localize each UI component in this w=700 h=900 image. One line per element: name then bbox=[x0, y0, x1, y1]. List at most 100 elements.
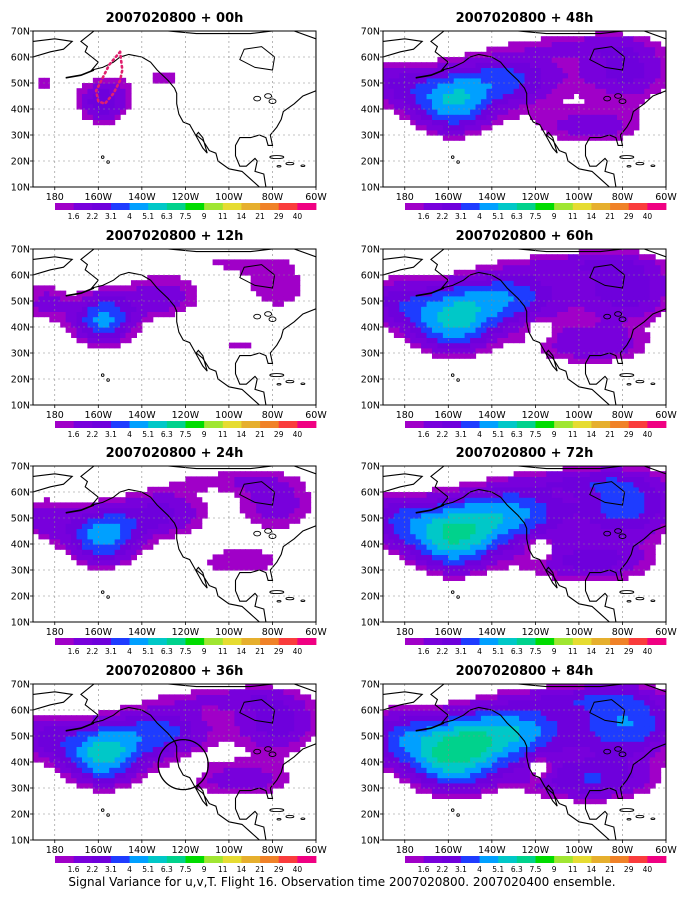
field-cell bbox=[136, 295, 143, 302]
field-cell bbox=[584, 77, 591, 84]
field-cell bbox=[617, 295, 624, 302]
field-cell bbox=[437, 538, 444, 545]
field-cell bbox=[65, 321, 72, 328]
field-cell bbox=[388, 83, 395, 89]
field-cell bbox=[190, 476, 197, 483]
panel-title: 2007020800 + 36h bbox=[106, 664, 244, 679]
field-cell bbox=[109, 710, 116, 716]
field-cell bbox=[399, 538, 406, 545]
field-cell bbox=[239, 782, 246, 789]
field-cell bbox=[524, 275, 531, 281]
field-cell bbox=[179, 295, 186, 302]
field-cell bbox=[622, 41, 629, 48]
field-cell bbox=[660, 476, 666, 483]
field-cell bbox=[660, 492, 666, 498]
field-cell bbox=[277, 275, 284, 281]
field-cell bbox=[595, 523, 602, 529]
field-cell bbox=[299, 512, 306, 519]
field-cell bbox=[617, 544, 624, 550]
field-cell bbox=[644, 559, 651, 566]
colorbar-swatch bbox=[260, 638, 280, 645]
field-cell bbox=[464, 486, 471, 493]
colorbar-swatch bbox=[222, 638, 242, 645]
field-cell bbox=[546, 316, 553, 323]
field-cell bbox=[130, 544, 137, 550]
field-cell bbox=[655, 507, 662, 514]
field-cell bbox=[98, 497, 105, 503]
field-cell bbox=[513, 486, 520, 493]
field-cell bbox=[130, 741, 137, 747]
x-tick-label: 160W bbox=[435, 627, 463, 638]
field-cell bbox=[250, 264, 257, 271]
field-cell bbox=[65, 746, 72, 753]
field-cell bbox=[453, 88, 460, 94]
field-cell bbox=[421, 544, 428, 550]
field-cell bbox=[267, 280, 274, 286]
field-cell bbox=[294, 497, 301, 503]
colorbar: 1.6 2.2 3.1 4 5.1 6.3 7.5 9 11 14 21 29 40 bbox=[55, 638, 317, 656]
field-cell bbox=[529, 259, 536, 266]
field-cell bbox=[87, 502, 94, 509]
field-cell bbox=[480, 316, 487, 323]
field-cell bbox=[497, 559, 504, 566]
field-cell bbox=[65, 715, 72, 721]
field-cell bbox=[464, 311, 471, 318]
field-cell bbox=[568, 481, 575, 488]
field-cell bbox=[71, 533, 78, 540]
field-cell bbox=[169, 512, 176, 519]
field-cell bbox=[660, 275, 666, 281]
field-cell bbox=[491, 264, 498, 271]
field-cell bbox=[299, 694, 306, 701]
field-cell bbox=[163, 306, 170, 312]
field-cell bbox=[453, 98, 460, 105]
field-cell bbox=[299, 715, 306, 721]
field-cell bbox=[568, 486, 575, 493]
field-cell bbox=[540, 492, 547, 498]
field-cell bbox=[633, 249, 640, 255]
field-cell bbox=[595, 41, 602, 48]
field-cell bbox=[60, 301, 67, 307]
colorbar-label: 1.6 bbox=[68, 647, 80, 656]
field-cell bbox=[294, 285, 301, 292]
field-cell bbox=[228, 699, 235, 706]
field-cell bbox=[245, 502, 252, 509]
field-cell bbox=[158, 751, 165, 758]
field-cell bbox=[573, 36, 580, 42]
field-cell bbox=[448, 347, 455, 354]
field-cell bbox=[141, 285, 148, 292]
field-cell bbox=[114, 746, 121, 753]
field-cell bbox=[459, 554, 466, 561]
field-cell bbox=[250, 772, 257, 779]
field-cell bbox=[464, 337, 471, 344]
field-cell bbox=[245, 704, 252, 711]
field-cell bbox=[617, 347, 624, 354]
field-cell bbox=[399, 321, 406, 328]
field-cell bbox=[130, 280, 137, 286]
field-cell bbox=[76, 306, 83, 312]
field-cell bbox=[261, 471, 268, 477]
field-cell bbox=[448, 103, 455, 110]
field-cell bbox=[147, 492, 154, 498]
field-cell bbox=[415, 497, 422, 503]
field-cell bbox=[578, 264, 585, 271]
field-cell bbox=[92, 788, 99, 794]
field-cell bbox=[540, 559, 547, 566]
y-tick-label: 40N bbox=[11, 105, 30, 116]
field-cell bbox=[573, 353, 580, 359]
field-cell bbox=[513, 533, 520, 540]
field-cell bbox=[546, 119, 553, 126]
field-cell bbox=[196, 689, 203, 695]
field-cell bbox=[136, 533, 143, 540]
field-cell bbox=[606, 306, 613, 312]
field-cell bbox=[261, 730, 268, 737]
field-cell bbox=[600, 549, 607, 555]
field-cell bbox=[508, 507, 515, 514]
field-cell bbox=[163, 512, 170, 519]
field-cell bbox=[114, 295, 121, 302]
colorbar-label: 3.1 bbox=[105, 647, 117, 656]
field-cell bbox=[383, 523, 390, 529]
field-cell bbox=[491, 119, 498, 126]
field-cell bbox=[448, 135, 455, 141]
field-cell bbox=[196, 736, 203, 742]
field-cell bbox=[65, 549, 72, 555]
